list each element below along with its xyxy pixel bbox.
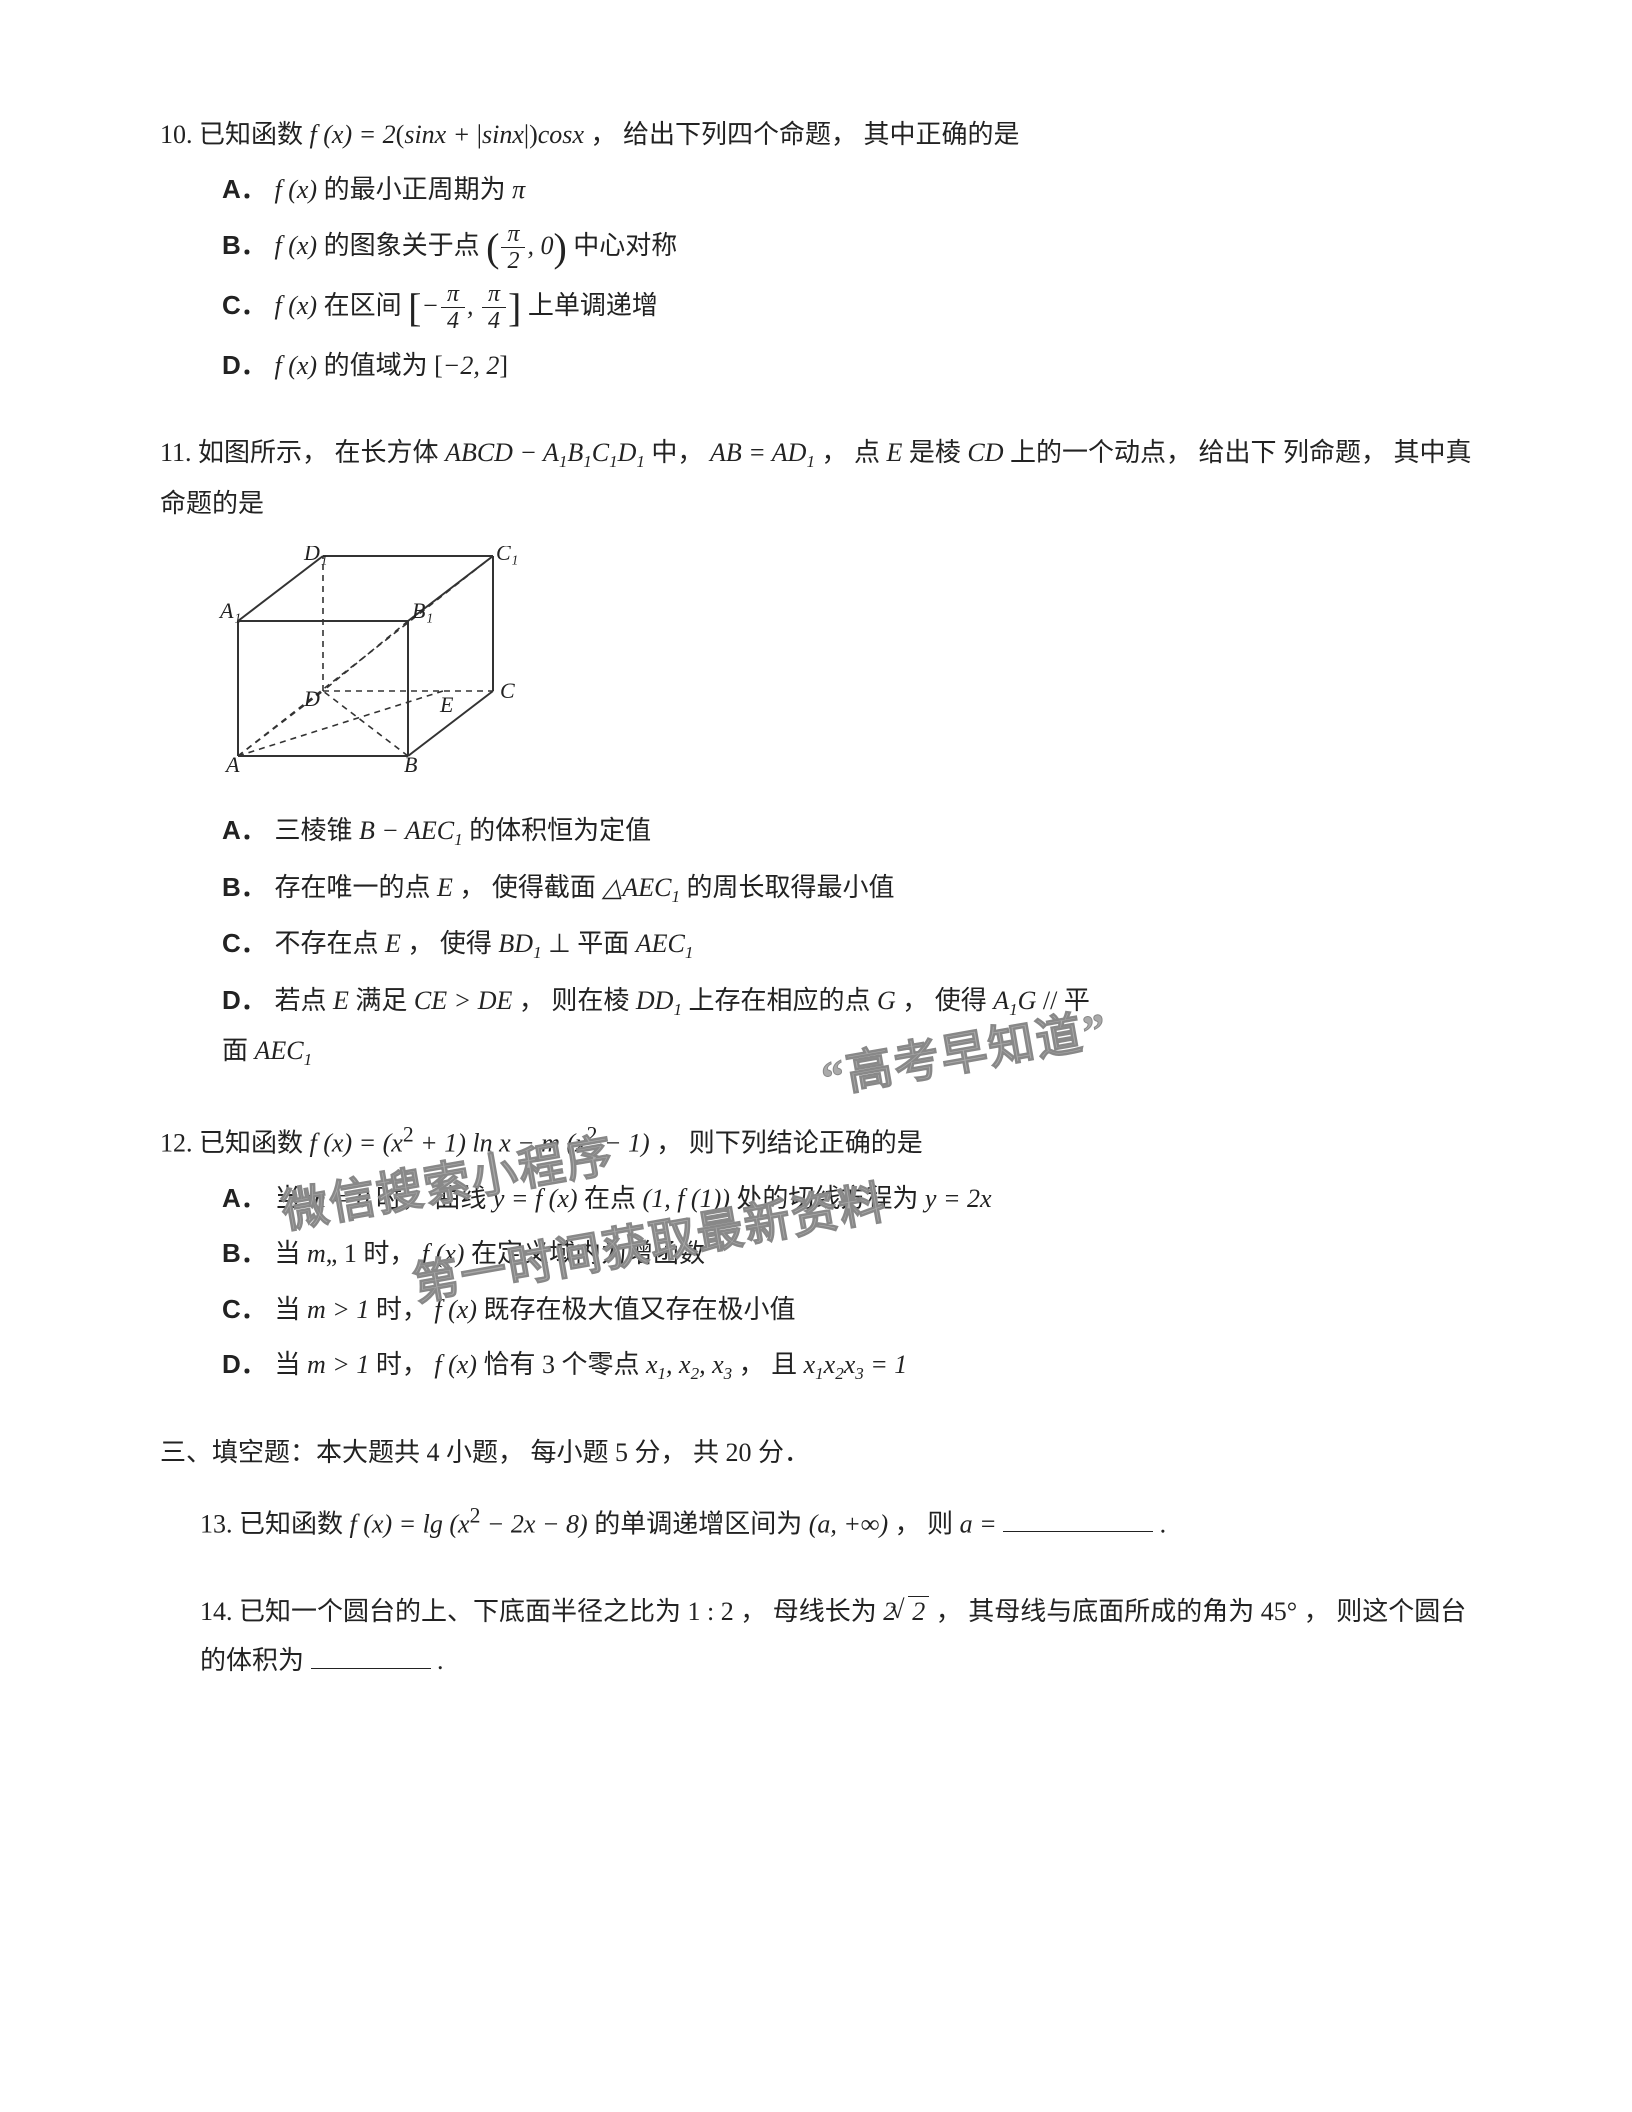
q11-pre: 如图所示， 在长方体 — [198, 438, 445, 467]
q10-option-c: C． f (x) 在区间 [−π4, π4] 上单调递增 — [218, 281, 1472, 335]
q13-mid: 的单调递增区间为 — [594, 1509, 809, 1538]
svg-text:C₁: C₁ — [496, 546, 518, 565]
q10-a-text: 的最小正周期为 — [324, 175, 513, 204]
svg-text:B₁: B₁ — [412, 598, 433, 623]
option-label: B． — [222, 221, 268, 270]
option-label: A． — [222, 806, 268, 855]
q11-edge: CD — [967, 438, 1003, 467]
q14-m2: ， 其母线与底面所成的角为 — [936, 1597, 1261, 1626]
option-label: A． — [222, 165, 268, 214]
option-label: B． — [222, 1229, 268, 1278]
q10-func: f (x) = 2(sinx + |sinx|)cosx — [310, 120, 584, 149]
q11-option-a: A． 三棱锥 B − AEC1 的体积恒为定值 — [218, 806, 1472, 856]
q14-number: 14. — [200, 1597, 233, 1626]
q13-p1: ， 则 — [895, 1509, 960, 1538]
q11-option-b: B． 存在唯一的点 E ， 使得截面 △AEC1 的周长取得最小值 — [218, 863, 1472, 913]
q10-option-d: D． f (x) 的值域为 [−2, 2] — [218, 341, 1472, 390]
svg-text:A: A — [224, 752, 240, 776]
q12-option-b: B． 当 m„ 1 时， f (x) 在定义域内为增函数 — [218, 1229, 1472, 1278]
q10-b-post: 中心对称 — [573, 231, 677, 260]
option-label: D． — [222, 341, 268, 390]
q10-c-post: 上单调递增 — [528, 291, 658, 320]
q11-mid: 中， — [651, 438, 710, 467]
q14-trailing: . — [437, 1646, 444, 1675]
option-label: A． — [222, 1174, 268, 1223]
question-12: 12. 已知函数 f (x) = (x2 + 1) ln x − m (x2 −… — [160, 1115, 1472, 1391]
q13-pre: 已知函数 — [239, 1509, 350, 1538]
q10-b-text: 的图象关于点 — [324, 231, 487, 260]
option-label: C． — [222, 281, 268, 330]
question-13: 13. 已知函数 f (x) = lg (x2 − 2x − 8) 的单调递增区… — [160, 1496, 1472, 1549]
q13-var: a = — [960, 1509, 997, 1538]
q12-number: 12. — [160, 1128, 193, 1157]
q11-figure: A B C D A₁ B₁ C₁ D₁ E — [218, 546, 1472, 792]
q10-option-b: B． f (x) 的图象关于点 (π2, 0) 中心对称 — [218, 221, 1472, 275]
q10-stem-pre: 已知函数 — [199, 120, 310, 149]
svg-text:A₁: A₁ — [218, 598, 241, 623]
q10-c-text: 在区间 — [324, 291, 409, 320]
q12-option-a: A． 当 m = 0 时， 曲线 y = f (x) 在点 (1, f (1))… — [218, 1174, 1472, 1223]
question-10: 10. 已知函数 f (x) = 2(sinx + |sinx|)cosx ， … — [160, 110, 1472, 390]
option-label: C． — [222, 1285, 268, 1334]
question-11: 11. 如图所示， 在长方体 ABCD − A1B1C1D1 中， AB = A… — [160, 428, 1472, 1077]
q11-number: 11. — [160, 438, 192, 467]
svg-text:D₁: D₁ — [303, 546, 328, 565]
cuboid-svg: A B C D A₁ B₁ C₁ D₁ E — [218, 546, 518, 776]
q12-post: ， 则下列结论正确的是 — [656, 1128, 923, 1157]
question-14: 14. 已知一个圆台的上、下底面半径之比为 1 : 2 ， 母线长为 22 ， … — [160, 1587, 1472, 1686]
svg-text:B: B — [404, 752, 417, 776]
q11-p2: 是棱 — [909, 438, 968, 467]
exam-page: “高考早知道” 微信搜索小程序 第一时间获取最新资料 10. 已知函数 f (x… — [0, 0, 1632, 2112]
q11-p1: ， 点 — [821, 438, 886, 467]
option-label: D． — [222, 976, 268, 1025]
q10-option-a: A． f (x) 的最小正周期为 π — [218, 165, 1472, 214]
svg-text:E: E — [439, 692, 454, 717]
option-label: C． — [222, 919, 268, 968]
q14-m1: ， 母线长为 — [740, 1597, 883, 1626]
svg-text:C: C — [500, 678, 515, 703]
q12-option-d: D． 当 m > 1 时， f (x) 恰有 3 个零点 x1, x2, x3 … — [218, 1340, 1472, 1390]
q12-option-c: C． 当 m > 1 时， f (x) 既存在极大值又存在极小值 — [218, 1285, 1472, 1334]
q12-pre: 已知函数 — [199, 1128, 310, 1157]
q13-number: 13. — [200, 1509, 233, 1538]
q11-option-c: C． 不存在点 E ， 使得 BD1 ⊥ 平面 AEC1 — [218, 919, 1472, 969]
q13-trailing: . — [1160, 1509, 1167, 1538]
option-label: B． — [222, 863, 268, 912]
q11-option-d: D． 若点 E 满足 CE > DE ， 则在棱 DD1 上存在相应的点 G ，… — [218, 976, 1472, 1077]
q10-stem-post: ， 给出下列四个命题， 其中正确的是 — [590, 120, 1019, 149]
q13-blank[interactable] — [1003, 1504, 1153, 1533]
svg-text:D: D — [303, 686, 320, 711]
q14-blank[interactable] — [311, 1641, 431, 1670]
q10-a-value: π — [512, 175, 525, 204]
q10-number: 10. — [160, 120, 193, 149]
section-3-heading: 三、填空题：本大题共 4 小题， 每小题 5 分， 共 20 分． — [160, 1428, 1472, 1477]
q10-d-text: 的值域为 — [324, 351, 435, 380]
option-label: D． — [222, 1340, 268, 1389]
q11-E: E — [886, 438, 902, 467]
q14-pre: 已知一个圆台的上、下底面半径之比为 — [239, 1597, 688, 1626]
